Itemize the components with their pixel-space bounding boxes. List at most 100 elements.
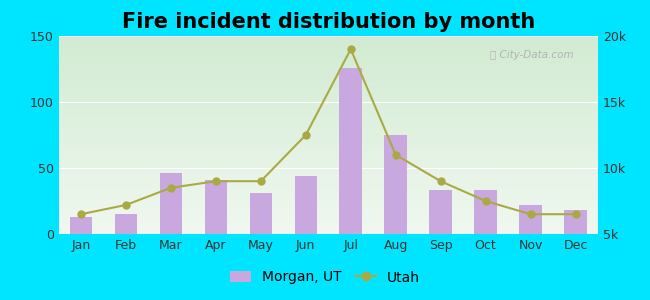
Bar xyxy=(58,133,598,134)
Bar xyxy=(58,109,598,110)
Bar xyxy=(58,179,598,181)
Bar xyxy=(58,37,598,38)
Bar xyxy=(294,176,317,234)
Bar xyxy=(58,53,598,54)
Bar xyxy=(58,221,598,222)
Bar xyxy=(58,85,598,86)
Bar xyxy=(384,135,407,234)
Bar xyxy=(58,167,598,168)
Bar xyxy=(58,49,598,50)
Bar xyxy=(58,86,598,88)
Bar xyxy=(58,70,598,71)
Bar xyxy=(58,100,598,101)
Bar xyxy=(58,199,598,200)
Bar xyxy=(58,226,598,227)
Bar xyxy=(205,180,227,234)
Bar xyxy=(58,197,598,198)
Bar xyxy=(58,57,598,58)
Bar xyxy=(58,209,598,210)
Bar xyxy=(58,117,598,118)
Bar xyxy=(58,169,598,170)
Bar xyxy=(58,93,598,94)
Bar xyxy=(58,126,598,127)
Bar xyxy=(58,67,598,68)
Bar xyxy=(58,172,598,174)
Bar xyxy=(58,83,598,85)
Bar xyxy=(58,39,598,40)
Bar xyxy=(58,140,598,141)
Bar xyxy=(58,40,598,41)
Bar xyxy=(58,122,598,123)
Bar xyxy=(58,130,598,131)
Bar xyxy=(58,136,598,137)
Bar xyxy=(58,69,598,70)
Bar xyxy=(58,102,598,103)
Bar xyxy=(58,160,598,161)
Bar xyxy=(58,225,598,226)
Bar xyxy=(58,168,598,169)
Bar xyxy=(58,139,598,140)
Bar xyxy=(114,214,137,234)
Bar xyxy=(58,181,598,182)
Bar xyxy=(58,208,598,209)
Bar xyxy=(58,146,598,147)
Bar xyxy=(58,207,598,208)
Bar xyxy=(58,215,598,216)
Bar xyxy=(58,38,598,39)
Bar xyxy=(58,128,598,129)
Bar xyxy=(58,216,598,217)
Bar xyxy=(58,145,598,146)
Bar xyxy=(58,191,598,192)
Bar xyxy=(58,143,598,144)
Bar xyxy=(58,82,598,83)
Bar xyxy=(58,58,598,59)
Bar xyxy=(250,193,272,234)
Bar xyxy=(58,65,598,66)
Bar xyxy=(58,224,598,225)
Bar xyxy=(58,171,598,172)
Bar xyxy=(58,184,598,185)
Bar xyxy=(58,51,598,52)
Bar xyxy=(58,61,598,62)
Bar xyxy=(58,144,598,145)
Bar xyxy=(58,174,598,175)
Bar xyxy=(58,47,598,48)
Bar xyxy=(70,217,92,234)
Bar xyxy=(58,92,598,93)
Bar xyxy=(58,229,598,230)
Bar xyxy=(58,198,598,200)
Bar xyxy=(58,219,598,220)
Bar xyxy=(58,147,598,148)
Bar xyxy=(58,232,598,233)
Bar xyxy=(58,194,598,195)
Bar xyxy=(58,202,598,203)
Bar xyxy=(58,63,598,64)
Bar xyxy=(58,214,598,215)
Bar xyxy=(58,154,598,155)
Bar xyxy=(58,101,598,102)
Bar xyxy=(58,45,598,46)
Bar xyxy=(58,132,598,133)
Bar xyxy=(58,148,598,149)
Bar xyxy=(58,200,598,201)
Bar xyxy=(58,95,598,96)
Bar xyxy=(58,119,598,120)
Bar xyxy=(58,162,598,163)
Bar xyxy=(58,125,598,126)
Bar xyxy=(58,231,598,232)
Bar xyxy=(58,220,598,221)
Bar xyxy=(58,159,598,160)
Bar xyxy=(58,205,598,206)
Bar xyxy=(58,96,598,98)
Bar xyxy=(58,118,598,119)
Bar xyxy=(58,227,598,228)
Bar xyxy=(58,218,598,219)
Bar xyxy=(58,142,598,143)
Bar xyxy=(58,112,598,113)
Bar xyxy=(58,217,598,218)
Bar xyxy=(58,73,598,74)
Bar xyxy=(58,55,598,56)
Bar xyxy=(519,205,542,234)
Bar xyxy=(58,223,598,224)
Bar xyxy=(58,151,598,152)
